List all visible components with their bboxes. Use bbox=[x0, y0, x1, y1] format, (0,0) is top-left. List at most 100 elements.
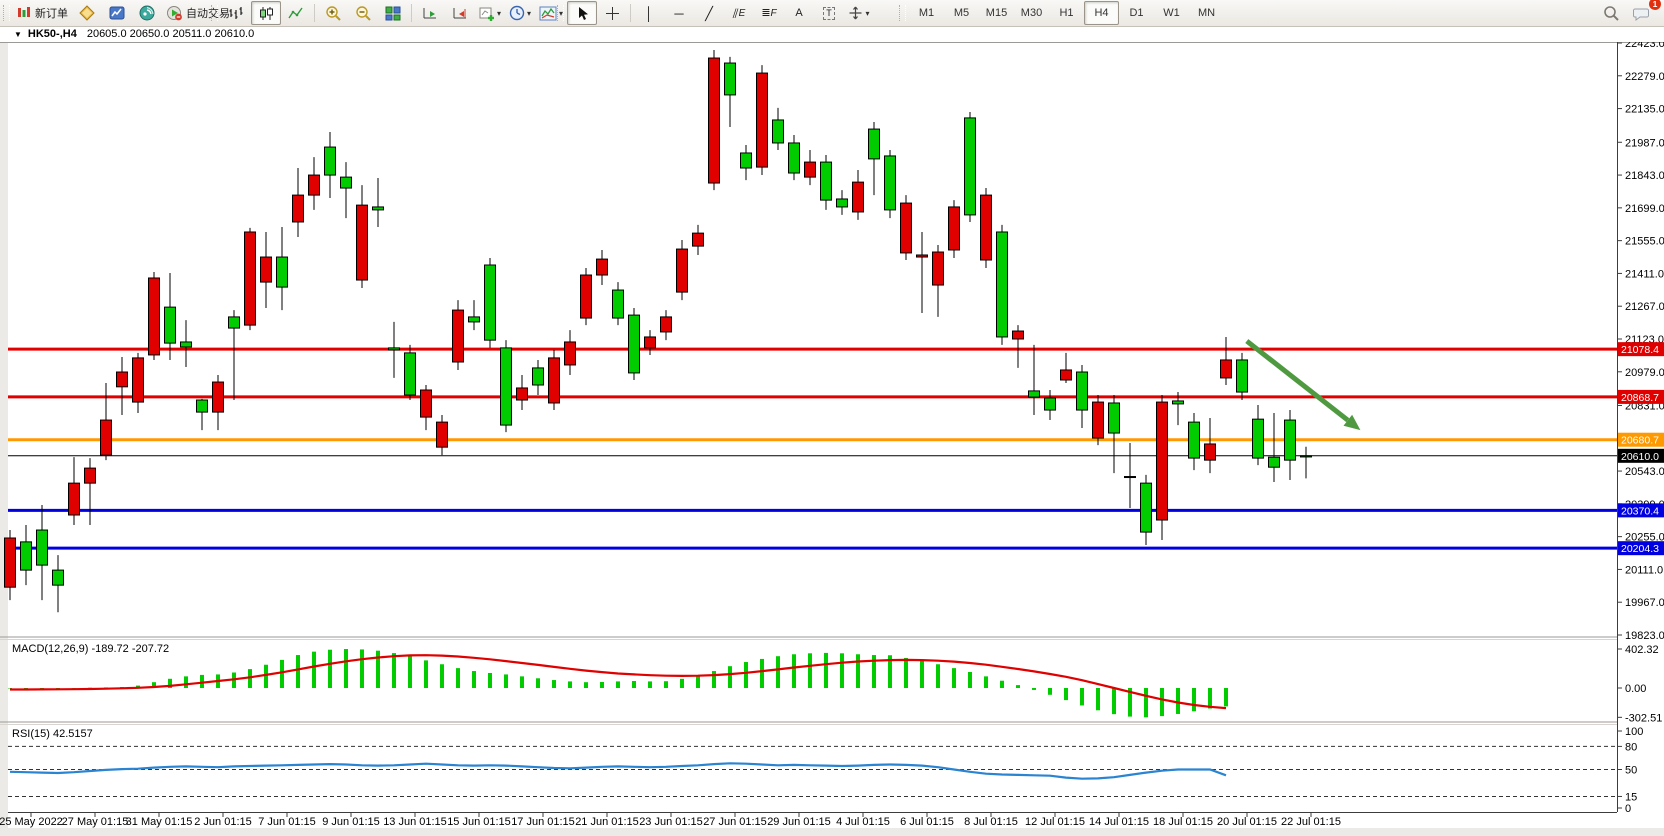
axis-label: 21411.0 bbox=[1625, 268, 1664, 280]
candle bbox=[1204, 418, 1216, 474]
candle-body-bear bbox=[708, 57, 720, 184]
collapse-triangle-icon[interactable]: ▼ bbox=[14, 29, 22, 39]
shapes-tool-button[interactable]: ▾ bbox=[844, 1, 874, 25]
chevron-down-icon[interactable]: ▾ bbox=[559, 8, 564, 18]
channel-tool-button[interactable]: ⫽ E bbox=[724, 1, 754, 25]
timeframe-button-H1[interactable]: H1 bbox=[1059, 7, 1074, 19]
candle-body-bull bbox=[884, 155, 896, 211]
signals-button[interactable] bbox=[132, 1, 162, 25]
search-button[interactable] bbox=[1596, 1, 1626, 25]
cursor-tool-button[interactable] bbox=[567, 1, 597, 25]
new-chart-icon bbox=[479, 7, 494, 21]
fibonacci-tool-button[interactable]: ≣ F bbox=[754, 1, 784, 25]
candle-body-bull bbox=[276, 256, 288, 288]
notifications-button[interactable]: 1 bbox=[1626, 0, 1661, 25]
templates-button[interactable]: ▾ bbox=[535, 1, 567, 25]
timeframe-button-M15[interactable]: M15 bbox=[985, 7, 1008, 19]
timeframe-button-M5[interactable]: M5 bbox=[953, 7, 970, 19]
trend-arrow-head[interactable] bbox=[1343, 414, 1361, 431]
price-badge-label: 20204.3 bbox=[1621, 543, 1659, 555]
candle-body-bull bbox=[724, 62, 736, 96]
date-label: 17 Jun 01:15 bbox=[511, 816, 575, 828]
candle bbox=[164, 272, 176, 360]
timeframe-button-D1[interactable]: D1 bbox=[1129, 7, 1144, 19]
timeframe-button-W1[interactable]: W1 bbox=[1163, 7, 1180, 19]
market-watch-button[interactable] bbox=[102, 1, 132, 25]
price-badge bbox=[1618, 541, 1664, 556]
trendline-icon: ╱ bbox=[705, 5, 713, 21]
trend-arrow-line[interactable] bbox=[1245, 339, 1350, 423]
date-label: 25 May 2022 bbox=[0, 816, 63, 828]
chevron-down-icon[interactable]: ▾ bbox=[865, 8, 870, 18]
toolbar-grip[interactable] bbox=[211, 5, 218, 21]
chevron-down-icon[interactable]: ▾ bbox=[527, 8, 532, 18]
crosshair-tool-button[interactable] bbox=[597, 1, 627, 25]
candle-body-bear bbox=[260, 256, 272, 283]
candle-body-bull bbox=[500, 347, 512, 426]
auto-scroll-button[interactable] bbox=[415, 1, 445, 25]
toolbar-grip[interactable] bbox=[557, 5, 564, 21]
new-order-label: 新订单 bbox=[35, 8, 68, 20]
price-chart-canvas[interactable]: 22423.0 22279.0 22135.0 21987.0 21843.0 21699… bbox=[0, 42, 1664, 836]
periods-button[interactable]: ▾ bbox=[505, 1, 535, 25]
zoom-in-button[interactable] bbox=[318, 1, 348, 25]
date-label: 8 Jul 01:15 bbox=[964, 816, 1018, 828]
axis-label: 402.32 bbox=[1625, 644, 1659, 656]
vline-icon: │ bbox=[644, 5, 654, 21]
horizontal-line-tool-button[interactable]: ─ bbox=[664, 1, 694, 25]
toolbar-grip[interactable] bbox=[899, 5, 906, 21]
chevron-down-icon[interactable]: ▾ bbox=[497, 8, 502, 18]
text-tool-button[interactable]: A bbox=[784, 1, 814, 25]
candle bbox=[1236, 352, 1248, 401]
candle-body-bear bbox=[1220, 359, 1232, 379]
timeframe-button-MN[interactable]: MN bbox=[1197, 7, 1216, 19]
candle-body-bull bbox=[996, 231, 1008, 338]
hline-icon: ─ bbox=[674, 5, 684, 21]
axis-label: 22423.0 bbox=[1625, 42, 1664, 50]
toolbar-grip[interactable] bbox=[3, 5, 10, 21]
candle bbox=[52, 555, 64, 613]
macd-signal-line bbox=[10, 654, 1227, 710]
chart-candles-button[interactable] bbox=[251, 1, 281, 25]
zoom-out-button[interactable] bbox=[348, 1, 378, 25]
candle bbox=[1028, 344, 1040, 416]
toolbar-group-trade: 新订单 自动交易 bbox=[2, 1, 234, 25]
candle-body-bear bbox=[116, 371, 128, 388]
candle bbox=[484, 257, 496, 348]
new-order-button[interactable]: 新订单 bbox=[13, 1, 72, 25]
candle-body-bull bbox=[52, 569, 64, 586]
arrows-shapes-icon bbox=[849, 6, 862, 20]
price-badge-label: 20370.4 bbox=[1621, 505, 1659, 517]
timeframe-button-H4[interactable]: H4 bbox=[1084, 1, 1119, 25]
candle bbox=[996, 224, 1008, 345]
chart-bars-button[interactable] bbox=[221, 1, 251, 25]
candle-body-bull bbox=[372, 206, 384, 211]
bars-chart-icon bbox=[229, 6, 243, 19]
chart-line-button[interactable] bbox=[281, 1, 311, 25]
chart-shift-button[interactable] bbox=[445, 1, 475, 25]
candle bbox=[532, 359, 544, 396]
new-chart-button[interactable]: ▾ bbox=[475, 1, 505, 25]
metaeditor-button[interactable] bbox=[72, 1, 102, 25]
autotrade-button[interactable]: 自动交易 bbox=[162, 1, 234, 25]
tile-windows-button[interactable] bbox=[378, 1, 408, 25]
trendline-tool-button[interactable]: ╱ bbox=[694, 1, 724, 25]
candle-body-bull bbox=[1252, 418, 1264, 459]
candle bbox=[500, 340, 512, 433]
timeframe-button-M30[interactable]: M30 bbox=[1020, 7, 1043, 19]
candle-body-bull bbox=[820, 161, 832, 201]
autotrade-icon bbox=[167, 6, 182, 21]
price-badge-label: 20680.7 bbox=[1621, 435, 1659, 447]
candle-body-bear bbox=[436, 421, 448, 448]
axis-label: 0 bbox=[1625, 803, 1631, 815]
timeframe-button-M1[interactable]: M1 bbox=[918, 7, 935, 19]
price-badge-label: 20868.7 bbox=[1621, 392, 1659, 404]
candle-body-bull bbox=[1044, 397, 1056, 411]
label-tool-button[interactable]: T bbox=[814, 1, 844, 25]
candle bbox=[772, 107, 784, 151]
candle-body-bear bbox=[1060, 369, 1072, 381]
candle-body-bear bbox=[84, 467, 96, 484]
candle bbox=[292, 168, 304, 237]
candle bbox=[196, 398, 208, 431]
vertical-line-tool-button[interactable]: │ bbox=[634, 1, 664, 25]
